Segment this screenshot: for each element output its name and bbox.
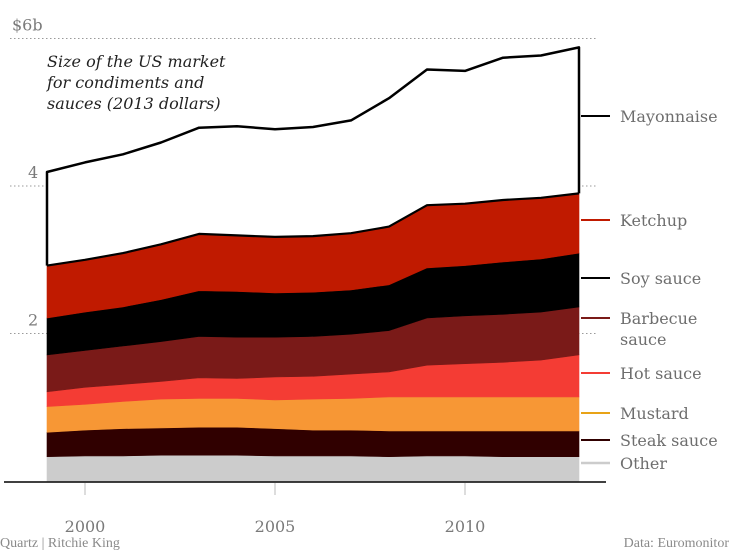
legend-item-ketchup: Ketchup	[581, 211, 687, 230]
legend-label-mustard: Mustard	[620, 404, 689, 423]
chart-title-line-2: for condiments and	[46, 73, 204, 92]
legend-label-soy-sauce: Soy sauce	[620, 269, 701, 288]
legend-item-mustard: Mustard	[581, 404, 689, 423]
chart-title-line-3: sauces (2013 dollars)	[47, 94, 221, 113]
chart-title: Size of the US market for condiments and…	[46, 52, 226, 113]
legend: Other Steak sauce Mustard Hot sauce Barbecue…	[581, 107, 718, 473]
x-axis: 2000 2005 2010	[4, 481, 606, 536]
total-outline	[45, 46, 581, 267]
legend-item-barbecue-sauce: Barbecue sauce	[581, 309, 697, 349]
x-tick-label-2000: 2000	[65, 517, 106, 536]
source-text: Data: Euromonitor	[624, 536, 730, 551]
area-other	[46, 454, 580, 482]
area-layers	[46, 47, 580, 482]
area-mustard	[46, 396, 580, 433]
y-axis: 2 4 $6b	[12, 16, 43, 330]
x-tick-label-2005: 2005	[255, 517, 296, 536]
legend-label-other: Other	[620, 454, 667, 473]
y-tick-label-2: 2	[28, 311, 38, 330]
y-tick-label-6: $6b	[12, 16, 43, 35]
legend-item-hot-sauce: Hot sauce	[581, 364, 702, 383]
legend-label-mayonnaise: Mayonnaise	[620, 107, 718, 126]
legend-label-ketchup: Ketchup	[620, 211, 687, 230]
legend-label-hot-sauce: Hot sauce	[620, 364, 702, 383]
x-tick-label-2010: 2010	[445, 517, 486, 536]
area-steak-sauce	[46, 426, 580, 458]
legend-label-barbecue-sauce: Barbecue	[620, 309, 697, 328]
legend-item-mayonnaise: Mayonnaise	[581, 107, 718, 126]
legend-label-steak-sauce: Steak sauce	[620, 431, 718, 450]
y-tick-label-4: 4	[28, 163, 38, 182]
legend-item-soy-sauce: Soy sauce	[581, 269, 701, 288]
credit-text: Quartz | Ritchie King	[0, 536, 120, 551]
mayonnaise-top-outline	[45, 46, 581, 266]
legend-item-other: Other	[581, 454, 667, 473]
legend-item-steak-sauce: Steak sauce	[581, 431, 718, 450]
mayonnaise-bottom-outline	[46, 192, 580, 267]
legend-label-barbecue-sauce: sauce	[620, 330, 666, 349]
chart-title-line-1: Size of the US market	[47, 52, 226, 71]
